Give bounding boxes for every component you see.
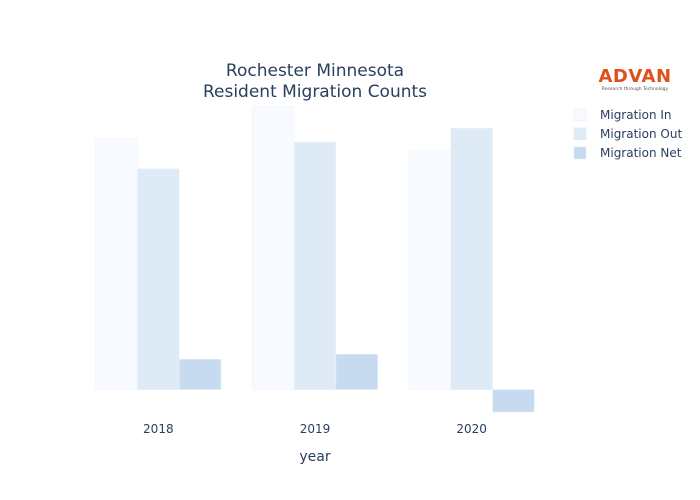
logo-wordmark: ADVAN: [598, 66, 671, 87]
legend-swatch: [573, 127, 587, 141]
bar-migration-in-2018: [95, 138, 138, 390]
chart-title-line-2: Resident Migration Counts: [203, 82, 427, 102]
bar-migration-in-2019: [252, 106, 295, 390]
legend-label: Migration Net: [600, 146, 682, 160]
bar-migration-out-2018: [137, 168, 180, 390]
legend-swatch: [573, 108, 587, 122]
legend-item[interactable]: Migration Out: [573, 127, 682, 141]
advan-logo: ADVAN Research through Technology: [598, 66, 671, 92]
x-tick-label: 2020: [456, 422, 487, 436]
legend-item[interactable]: Migration Net: [573, 146, 682, 160]
chart-title-line-1: Rochester Minnesota: [226, 61, 404, 81]
legend-label: Migration In: [600, 108, 672, 122]
bar-migration-out-2020: [450, 127, 493, 390]
bar-migration-net-2020: [492, 389, 535, 413]
bar-migration-net-2018: [178, 358, 222, 390]
bar-migration-in-2020: [408, 150, 452, 390]
legend-swatch: [573, 146, 587, 160]
plot-area: [95, 106, 535, 413]
legend-item[interactable]: Migration In: [573, 108, 672, 122]
x-axis-label: year: [299, 449, 330, 465]
x-tick-label: 2018: [143, 422, 174, 436]
logo-tagline: Research through Technology: [602, 86, 669, 92]
legend-label: Migration Out: [600, 127, 682, 141]
x-axis-ticks: 2018 2019 2020: [143, 422, 487, 436]
bar-migration-net-2019: [335, 353, 378, 390]
x-tick-label: 2019: [300, 422, 331, 436]
legend: Migration In Migration Out Migration Net: [573, 108, 682, 160]
chart-title: Rochester Minnesota Resident Migration C…: [203, 61, 427, 102]
bar-migration-out-2019: [293, 141, 337, 390]
